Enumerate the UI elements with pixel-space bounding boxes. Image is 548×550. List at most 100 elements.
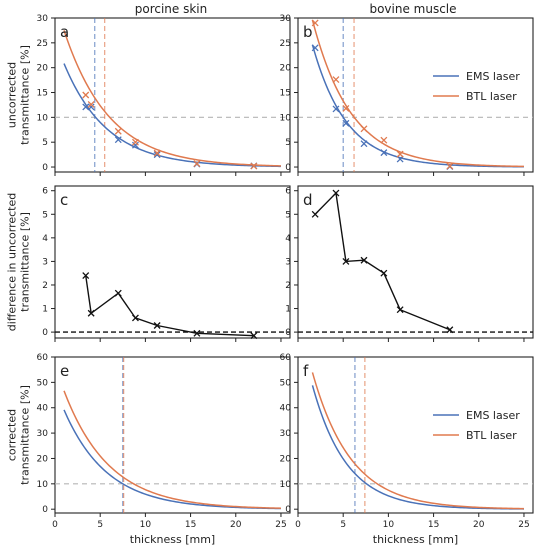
y-tick-label: 0 [285, 505, 291, 515]
y-tick-label: 15 [37, 89, 48, 99]
fit-curve-ems [311, 44, 524, 168]
plot-frame [297, 356, 534, 514]
data-point-ems [114, 136, 122, 144]
data-point-btl [87, 100, 95, 108]
data-point-btl [114, 127, 122, 135]
series-line-diff [85, 275, 254, 337]
legend-label-ems: EMS laser [466, 409, 520, 422]
y-tick-label: 0 [285, 328, 291, 338]
fit-curve-btl [63, 390, 281, 509]
data-point-diff [380, 269, 388, 277]
y-tick-label: 0 [42, 328, 48, 338]
plot-frame [54, 356, 291, 514]
y-tick-label: 40 [37, 404, 49, 414]
data-point-ems [82, 103, 90, 111]
data-point-ems [87, 103, 95, 111]
y-axis-label: uncorrectedtransmittance [%] [6, 45, 32, 145]
data-point-btl [342, 104, 350, 112]
data-point-diff [342, 257, 350, 265]
x-tick-label: 10 [140, 520, 152, 530]
y-axis-label-line: uncorrected [6, 62, 19, 128]
fit-curve-ems [63, 63, 281, 168]
y-tick-label: 2 [42, 281, 48, 291]
data-point-diff [114, 289, 122, 297]
legend-label-ems: EMS laser [466, 70, 520, 83]
data-point-diff [311, 210, 319, 218]
fit-curve-btl [63, 30, 281, 167]
y-tick-label: 0 [285, 163, 291, 173]
y-axis-label-line: corrected [6, 409, 19, 461]
panel-c: 0 1 2 3 4 5 6 c difference in uncorrectedtransmi… [6, 185, 291, 342]
panel-letter: c [60, 191, 68, 209]
y-tick-label: 3 [285, 257, 291, 267]
y-tick-label: 3 [42, 257, 48, 267]
fit-curve-btl [311, 372, 524, 510]
x-tick-label: 0 [52, 520, 58, 530]
y-tick-label: 2 [285, 281, 291, 291]
legend-label-btl: BTL laser [466, 429, 517, 442]
data-point-diff [332, 189, 340, 197]
x-tick-label: 25 [275, 520, 286, 530]
data-point-diff [250, 332, 258, 340]
y-tick-label: 60 [37, 353, 49, 363]
panel-b: 0 5 10 15 20 25 30 b EMS laser BTL laser [280, 14, 534, 176]
y-tick-label: 20 [280, 454, 292, 464]
fit-curve-ems [311, 385, 524, 510]
data-point-btl [396, 150, 404, 158]
y-tick-label: 30 [37, 429, 49, 439]
data-point-ems [311, 44, 319, 52]
y-tick-label: 10 [37, 113, 49, 123]
data-point-diff [360, 256, 368, 264]
y-tick-label: 30 [280, 429, 292, 439]
y-tick-label: 40 [280, 404, 292, 414]
data-point-diff [446, 326, 454, 334]
x-tick-label: 5 [340, 520, 346, 530]
data-point-btl [311, 19, 319, 27]
data-point-diff [396, 306, 404, 314]
y-axis-label: difference in uncorrectedtransmittance [… [6, 193, 32, 331]
data-point-diff [82, 272, 90, 280]
x-tick-label: 25 [518, 520, 529, 530]
y-tick-label: 4 [285, 234, 291, 244]
data-point-ems [342, 119, 350, 127]
y-tick-label: 25 [280, 39, 291, 49]
plot-frame [54, 17, 291, 173]
data-point-btl [82, 91, 90, 99]
y-axis-label-line: transmittance [%] [19, 385, 32, 485]
y-tick-label: 30 [280, 14, 292, 24]
y-tick-label: 10 [280, 480, 292, 490]
y-tick-label: 15 [280, 89, 291, 99]
panel-letter: d [303, 191, 313, 209]
y-tick-label: 50 [280, 378, 292, 388]
y-tick-label: 6 [285, 187, 291, 197]
x-tick-label: 15 [428, 520, 439, 530]
data-point-ems [153, 151, 161, 159]
column-title-bovine: bovine muscle [369, 2, 456, 16]
panel-f: 0 10 20 30 40 50 60 0 5 10 15 20 25 f thickness [mm] EM… [280, 353, 534, 546]
y-tick-label: 4 [42, 234, 48, 244]
x-tick-label: 20 [473, 520, 485, 530]
data-point-btl [446, 162, 454, 170]
y-axis-label-line: difference in uncorrected [6, 193, 19, 331]
x-tick-label: 5 [97, 520, 103, 530]
panel-letter: b [303, 23, 313, 41]
y-axis-label-line: transmittance [%] [19, 212, 32, 312]
y-tick-label: 1 [285, 305, 291, 315]
data-point-diff [87, 309, 95, 317]
x-tick-label: 20 [230, 520, 242, 530]
data-point-diff [193, 329, 201, 337]
y-tick-label: 0 [42, 505, 48, 515]
data-point-btl [332, 76, 340, 84]
y-tick-label: 0 [42, 163, 48, 173]
y-tick-label: 10 [280, 113, 292, 123]
data-point-ems [380, 149, 388, 157]
plot-frame [297, 185, 534, 339]
x-axis-label: thickness [mm] [373, 533, 458, 546]
panel-letter: f [303, 362, 309, 380]
y-tick-label: 30 [37, 14, 49, 24]
x-tick-label: 10 [383, 520, 395, 530]
data-point-btl [193, 160, 201, 168]
y-tick-label: 6 [42, 187, 48, 197]
y-tick-label: 5 [285, 138, 291, 148]
y-tick-label: 5 [42, 138, 48, 148]
